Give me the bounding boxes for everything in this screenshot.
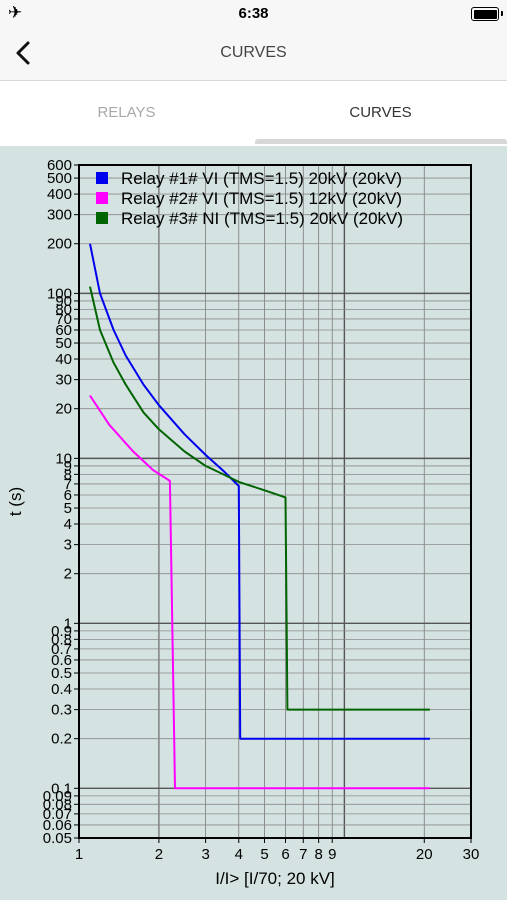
- chevron-left-icon: [16, 41, 30, 65]
- x-tick-label: 30: [463, 846, 480, 863]
- y-tick-label: 80: [55, 301, 72, 318]
- y-tick-label: 6: [64, 487, 72, 504]
- y-tick-label: 0.08: [43, 796, 72, 813]
- y-tick-label: 50: [55, 335, 72, 352]
- series-line: [89, 243, 430, 740]
- x-axis-label: I/I> [I/70; 20 kV]: [215, 869, 335, 888]
- tab-selected-indicator: [255, 139, 507, 144]
- y-tick-label: 9: [64, 458, 72, 475]
- x-tick-label: 8: [314, 846, 322, 863]
- y-axis-label: t (s): [6, 487, 25, 516]
- x-tick-label: 6: [281, 846, 289, 863]
- y-tick-label: 0.06: [43, 817, 72, 834]
- y-tick-label: 0.7: [51, 641, 72, 658]
- y-tick-label: 10: [55, 450, 72, 467]
- y-tick-label: 0.2: [51, 731, 72, 748]
- y-tick-label: 0.6: [51, 652, 72, 669]
- y-tick-label: 0.5: [51, 665, 72, 682]
- y-tick-label: 4: [64, 516, 72, 533]
- y-tick-label: 70: [55, 311, 72, 328]
- y-tick-label: 1: [64, 615, 72, 632]
- y-tick-label: 500: [47, 170, 72, 187]
- plot-frame: [78, 164, 472, 839]
- status-bar: ✈ 6:38: [0, 0, 507, 28]
- y-tick-label: 100: [47, 285, 72, 302]
- legend-label: Relay #1# VI (TMS=1.5) 20kV (20kV): [121, 169, 402, 188]
- x-tick-label: 5: [260, 846, 268, 863]
- y-tick-label: 0.05: [43, 830, 72, 847]
- legend-label: Relay #2# VI (TMS=1.5) 12kV (20kV): [121, 189, 402, 208]
- x-tick-label: 2: [155, 846, 163, 863]
- legend-swatch: [96, 212, 108, 224]
- chart-area: 1 2 3 4 5 6 7 8 9 20 30 600 500 400 300 200 100 90 80 70 60 5…: [0, 146, 507, 900]
- page-title: CURVES: [220, 44, 287, 61]
- y-tick-label: 300: [47, 207, 72, 224]
- x-tick-label: 9: [328, 846, 336, 863]
- y-tick-label: 7: [64, 476, 72, 493]
- x-tick-label: 1: [75, 846, 83, 863]
- chart-svg: 1 2 3 4 5 6 7 8 9 20 30600500400300200100908070605…: [6, 157, 480, 888]
- y-tick-label: 2: [64, 566, 72, 583]
- y-tick-label: 20: [55, 401, 72, 418]
- y-tick-label: 0.1: [51, 780, 72, 797]
- legend-swatch: [96, 172, 108, 184]
- series-line: [89, 286, 430, 711]
- x-tick-label: 3: [201, 846, 209, 863]
- y-tick-label: 0.9: [51, 623, 72, 640]
- series-line: [89, 395, 430, 790]
- tab-relays[interactable]: RELAYS: [97, 104, 156, 121]
- y-tick-label: 60: [55, 322, 72, 339]
- y-tick-label: 600: [47, 157, 72, 174]
- navigation-bar: CURVES: [0, 28, 507, 81]
- y-tick-label: 0.4: [51, 681, 72, 698]
- legend-label: Relay #3# NI (TMS=1.5) 20kV (20kV): [121, 209, 403, 228]
- y-tick-label: 0.07: [43, 806, 72, 823]
- legend-swatch: [96, 192, 108, 204]
- tab-curves[interactable]: CURVES: [349, 104, 412, 121]
- tab-bar: RELAYS CURVES: [0, 81, 507, 145]
- y-tick-label: 90: [55, 293, 72, 310]
- x-tick-label: 20: [416, 846, 433, 863]
- y-tick-label: 0.8: [51, 631, 72, 648]
- y-tick-label: 0.3: [51, 702, 72, 719]
- y-tick-label: 8: [64, 466, 72, 483]
- x-tick-label: 7: [299, 846, 307, 863]
- y-tick-label: 3: [64, 537, 72, 554]
- battery-icon: [471, 7, 503, 21]
- y-tick-label: 5: [64, 500, 72, 517]
- x-tick-label: 4: [235, 846, 243, 863]
- status-time: 6:38: [238, 5, 269, 22]
- y-tick-label: 0.09: [43, 788, 72, 805]
- y-tick-label: 40: [55, 351, 72, 368]
- y-tick-label: 30: [55, 372, 72, 389]
- y-tick-label: 200: [47, 236, 72, 253]
- airplane-icon: ✈: [8, 3, 23, 22]
- back-button[interactable]: [6, 34, 46, 74]
- y-tick-label: 400: [47, 186, 72, 203]
